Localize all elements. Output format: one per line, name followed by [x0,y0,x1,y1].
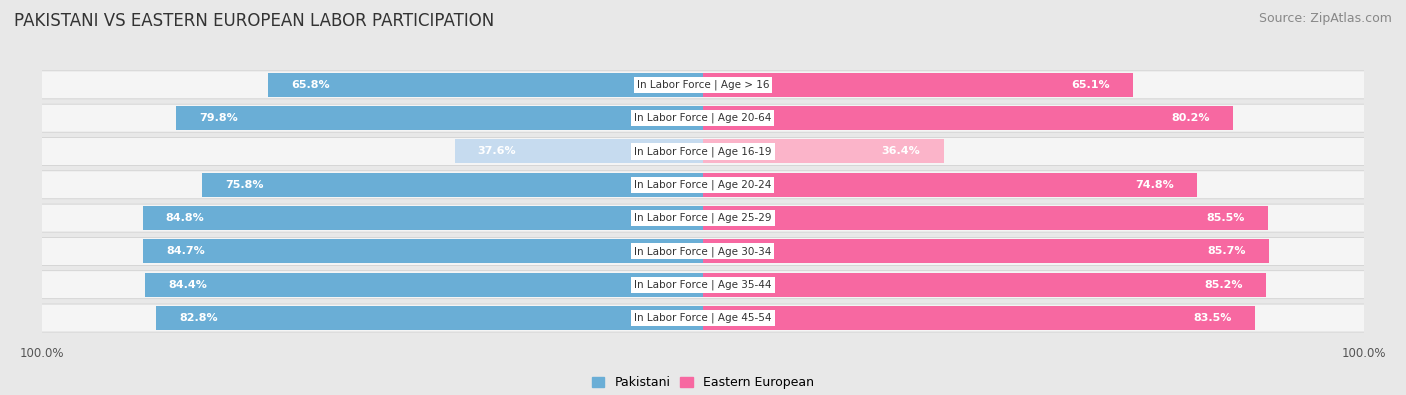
Legend: Pakistani, Eastern European: Pakistani, Eastern European [586,371,820,394]
Bar [145,273,703,297]
Bar [703,173,1198,197]
Text: 85.7%: 85.7% [1208,246,1246,256]
Text: 65.8%: 65.8% [291,80,330,90]
Text: In Labor Force | Age 30-34: In Labor Force | Age 30-34 [634,246,772,257]
Text: In Labor Force | Age 20-64: In Labor Force | Age 20-64 [634,113,772,123]
Bar [156,306,703,330]
Bar [703,139,943,164]
Bar [703,206,1268,230]
Text: 75.8%: 75.8% [225,180,264,190]
FancyBboxPatch shape [39,171,1367,199]
Text: 85.2%: 85.2% [1205,280,1243,290]
FancyBboxPatch shape [39,304,1367,332]
Text: In Labor Force | Age 20-24: In Labor Force | Age 20-24 [634,180,772,190]
Text: 74.8%: 74.8% [1136,180,1174,190]
FancyBboxPatch shape [39,271,1367,299]
Bar [202,173,703,197]
Text: In Labor Force | Age 16-19: In Labor Force | Age 16-19 [634,146,772,157]
Text: 65.1%: 65.1% [1071,80,1111,90]
FancyBboxPatch shape [39,204,1367,232]
FancyBboxPatch shape [39,137,1367,166]
Text: 83.5%: 83.5% [1194,313,1232,323]
Text: 84.7%: 84.7% [166,246,205,256]
Text: In Labor Force | Age 35-44: In Labor Force | Age 35-44 [634,280,772,290]
Bar [176,106,703,130]
Bar [703,306,1254,330]
Text: 82.8%: 82.8% [179,313,218,323]
Bar [703,73,1133,97]
Text: 84.8%: 84.8% [166,213,204,223]
Bar [703,106,1233,130]
Text: In Labor Force | Age 25-29: In Labor Force | Age 25-29 [634,213,772,223]
FancyBboxPatch shape [39,104,1367,132]
Text: In Labor Force | Age > 16: In Labor Force | Age > 16 [637,80,769,90]
Text: 84.4%: 84.4% [169,280,207,290]
Bar [703,239,1270,263]
Text: 80.2%: 80.2% [1171,113,1209,123]
Bar [703,273,1265,297]
Text: 85.5%: 85.5% [1206,213,1244,223]
Bar [143,239,703,263]
Text: 79.8%: 79.8% [198,113,238,123]
Text: PAKISTANI VS EASTERN EUROPEAN LABOR PARTICIPATION: PAKISTANI VS EASTERN EUROPEAN LABOR PART… [14,12,495,30]
Text: 36.4%: 36.4% [882,147,921,156]
Bar [269,73,703,97]
Bar [142,206,703,230]
FancyBboxPatch shape [39,71,1367,99]
Bar [454,139,703,164]
FancyBboxPatch shape [39,237,1367,265]
Text: 37.6%: 37.6% [478,147,516,156]
Text: Source: ZipAtlas.com: Source: ZipAtlas.com [1258,12,1392,25]
Text: In Labor Force | Age 45-54: In Labor Force | Age 45-54 [634,313,772,323]
